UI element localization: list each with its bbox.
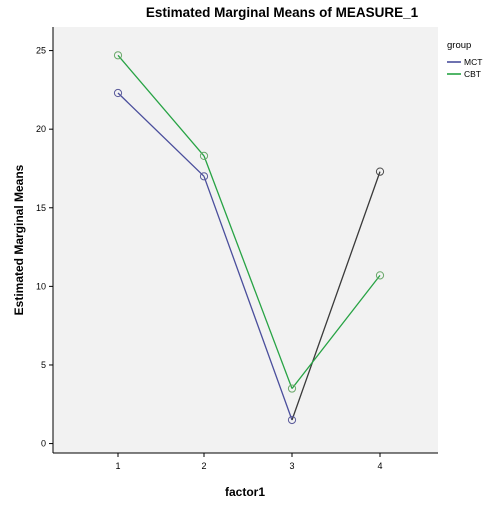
x-tick-label: 1 xyxy=(115,461,120,471)
series-mct-point xyxy=(375,167,385,176)
y-tick-label: 25 xyxy=(36,46,46,56)
series-lines xyxy=(117,54,381,421)
series-cbt-point xyxy=(375,271,385,280)
x-tick-label: 2 xyxy=(201,461,206,471)
legend-label-mct: MCT xyxy=(464,57,482,67)
y-axis: 0 5 10 15 20 25 xyxy=(36,27,54,453)
y-tick-label: 5 xyxy=(41,360,46,370)
series-mct-point xyxy=(287,415,297,425)
x-tick-label: 3 xyxy=(289,461,294,471)
x-axis: 1 2 3 4 xyxy=(53,452,438,471)
chart-title: Estimated Marginal Means of MEASURE_1 xyxy=(146,5,419,20)
series-mct-line-segment xyxy=(117,92,205,177)
y-tick-label: 15 xyxy=(36,203,46,213)
series-mct-point xyxy=(113,88,123,98)
series-mct-line-segment xyxy=(291,171,381,421)
series-mct-point xyxy=(199,172,209,181)
series-cbt-point xyxy=(287,384,297,393)
y-tick-label: 0 xyxy=(41,439,46,449)
legend-label-cbt: CBT xyxy=(464,69,481,79)
series-mct-line-segment xyxy=(203,176,293,421)
series-cbt-line-segment xyxy=(291,274,381,389)
series-cbt-point xyxy=(113,51,123,60)
y-tick-label: 20 xyxy=(36,124,46,134)
plot-area xyxy=(53,27,438,453)
y-tick-label: 10 xyxy=(36,281,46,291)
legend-title: group xyxy=(447,40,471,51)
series-cbt-line-segment xyxy=(117,54,205,157)
series-cbt-point xyxy=(199,151,209,161)
x-axis-label: factor1 xyxy=(225,485,265,499)
series-markers xyxy=(113,51,385,425)
x-tick-label: 4 xyxy=(377,461,382,471)
series-cbt-line-segment xyxy=(203,155,293,389)
legend: group MCT CBT xyxy=(447,40,482,79)
y-axis-label: Estimated Marginal Means xyxy=(12,164,26,315)
